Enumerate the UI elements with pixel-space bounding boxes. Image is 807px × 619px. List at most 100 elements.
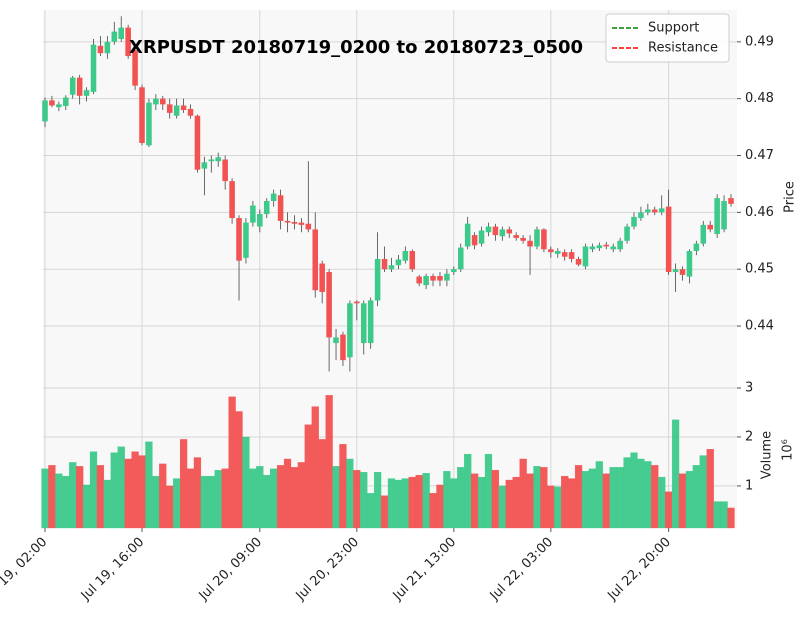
volume-bar [678, 473, 687, 529]
volume-bar [256, 466, 264, 529]
volume-bar [346, 458, 354, 529]
volume-bar [235, 411, 243, 529]
volume-bar [519, 458, 527, 529]
y-tick-label: 0.49 [745, 34, 774, 49]
candle-body [457, 247, 464, 270]
volume-bar [671, 419, 680, 529]
volume-bar [69, 462, 77, 529]
candle-body [76, 77, 83, 96]
candle-body [485, 226, 492, 233]
marks [41, 16, 735, 529]
candle-body [243, 222, 249, 258]
volume-bar [159, 463, 167, 529]
candle-body [201, 162, 208, 169]
volume-bar [498, 485, 506, 529]
volume-bar [152, 475, 160, 529]
candle-body [388, 265, 395, 270]
candle-body [721, 200, 727, 230]
legend-label: Support [648, 21, 699, 36]
volume-bar [588, 468, 597, 529]
volume-bar [263, 474, 271, 529]
volume-bar [131, 451, 139, 529]
volume-bar [82, 484, 91, 529]
candle-body [652, 209, 658, 213]
candle-body [63, 97, 69, 107]
candle-body [367, 300, 374, 344]
candle-body [340, 334, 346, 361]
candle-body [326, 272, 332, 338]
candle-body [728, 198, 734, 204]
candle-body [395, 259, 402, 266]
candle-body [409, 251, 416, 270]
volume-bar [512, 476, 520, 529]
volume-bar [457, 467, 465, 529]
volume-bar [484, 453, 493, 529]
volume-bar [145, 441, 153, 529]
volume-bar [96, 465, 105, 529]
candle-body [631, 216, 637, 227]
x-tick-label: Jul 19, 16:00 [78, 535, 147, 604]
volume-bar [665, 491, 673, 529]
volume-bar [166, 485, 174, 529]
candle-body [139, 87, 145, 144]
candle-body [305, 223, 312, 230]
candle-body [679, 269, 686, 275]
volume-bar [221, 468, 229, 529]
volume-bar [609, 467, 617, 529]
candle-body [534, 229, 540, 247]
candle-body [291, 222, 298, 224]
volume-tick-label: 1 [745, 478, 753, 493]
volume-bar [373, 472, 382, 529]
volume-bar [48, 465, 56, 529]
candle-body [194, 115, 201, 170]
volume-bar [526, 473, 534, 529]
candle-body [374, 258, 381, 301]
candle-body [561, 252, 568, 257]
volume-bar [325, 395, 333, 529]
volume-bar [117, 446, 125, 529]
candle-body [430, 276, 436, 281]
candle-body [672, 269, 679, 273]
volume-bar [415, 474, 423, 529]
candle-body [215, 157, 222, 162]
volume-offset-label: 10⁶ [781, 439, 796, 461]
candle-body [464, 223, 471, 247]
candle-body [153, 98, 159, 105]
candle-body [83, 90, 90, 96]
candle-body [568, 252, 575, 259]
volume-bar [360, 472, 368, 529]
candle-body [402, 251, 409, 261]
volume-bar [318, 439, 326, 529]
candle-body [554, 251, 561, 254]
candle-body [707, 224, 713, 230]
candle-body [312, 229, 319, 291]
candle-body [437, 276, 443, 281]
y-axis-label: Price [783, 181, 798, 213]
volume-bar [727, 507, 735, 529]
y-tick-label: 0.46 [745, 205, 774, 220]
candle-body [610, 246, 616, 250]
candle-body [160, 98, 166, 105]
volume-bar [533, 466, 541, 529]
candle-body [575, 258, 582, 265]
volume-bar [692, 465, 700, 529]
volume-bar [394, 479, 403, 529]
candle-body [700, 224, 707, 244]
volume-bar [124, 458, 132, 529]
candle-body [166, 104, 173, 113]
candle-body [104, 41, 111, 54]
candle-body [714, 198, 720, 234]
candle-body [180, 105, 187, 111]
candle-body [423, 276, 429, 286]
candle-body [319, 263, 325, 292]
volume-bar [103, 479, 111, 529]
candle-body [229, 181, 235, 219]
x-tick-label: Jul 22, 20:00 [605, 535, 674, 604]
candle-body [250, 205, 256, 223]
volume-bar [568, 478, 576, 529]
volume-bar [186, 468, 195, 529]
candle-body [69, 77, 76, 95]
volume-bar [408, 476, 416, 529]
volume-bar [644, 461, 652, 529]
